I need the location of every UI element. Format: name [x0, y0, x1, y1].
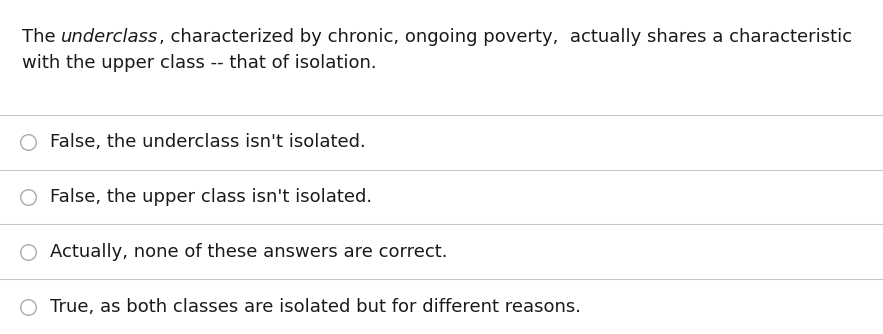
Text: False, the underclass isn't isolated.: False, the underclass isn't isolated. — [50, 133, 366, 151]
Text: underclass: underclass — [62, 28, 159, 46]
Text: True, as both classes are isolated but for different reasons.: True, as both classes are isolated but f… — [50, 298, 581, 316]
Text: Actually, none of these answers are correct.: Actually, none of these answers are corr… — [50, 243, 448, 261]
Text: The: The — [22, 28, 62, 46]
Text: , characterized by chronic, ongoing poverty,  actually shares a characteristic: , characterized by chronic, ongoing pove… — [159, 28, 852, 46]
Text: with the upper class -- that of isolation.: with the upper class -- that of isolatio… — [22, 54, 377, 72]
Text: False, the upper class isn't isolated.: False, the upper class isn't isolated. — [50, 188, 372, 206]
